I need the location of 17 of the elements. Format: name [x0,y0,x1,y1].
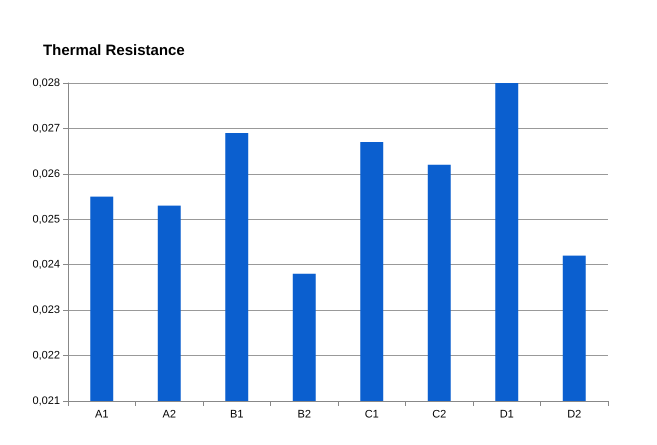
y-tick-label: 0,024 [32,258,60,271]
y-tick-label: 0,022 [32,350,60,362]
x-tick-label: B2 [298,408,311,420]
x-tick-label: B1 [230,408,244,420]
y-tick-label: 0,025 [32,213,60,226]
x-tick-label: A1 [95,408,108,420]
y-tick-label: 0,028 [32,77,60,89]
y-tick-label: 0,021 [32,395,60,407]
x-tick-label: C1 [364,408,379,420]
x-tick-label: C2 [432,408,446,420]
x-tick-label: A2 [162,408,176,420]
y-tick-label: 0,023 [32,304,60,316]
y-tick-label: 0,027 [32,122,60,134]
y-tick-label: 0,026 [32,168,60,180]
x-tick-label: D1 [500,408,514,420]
x-tick-label: D2 [567,408,582,420]
chart-title: Thermal Resistance [43,42,185,59]
